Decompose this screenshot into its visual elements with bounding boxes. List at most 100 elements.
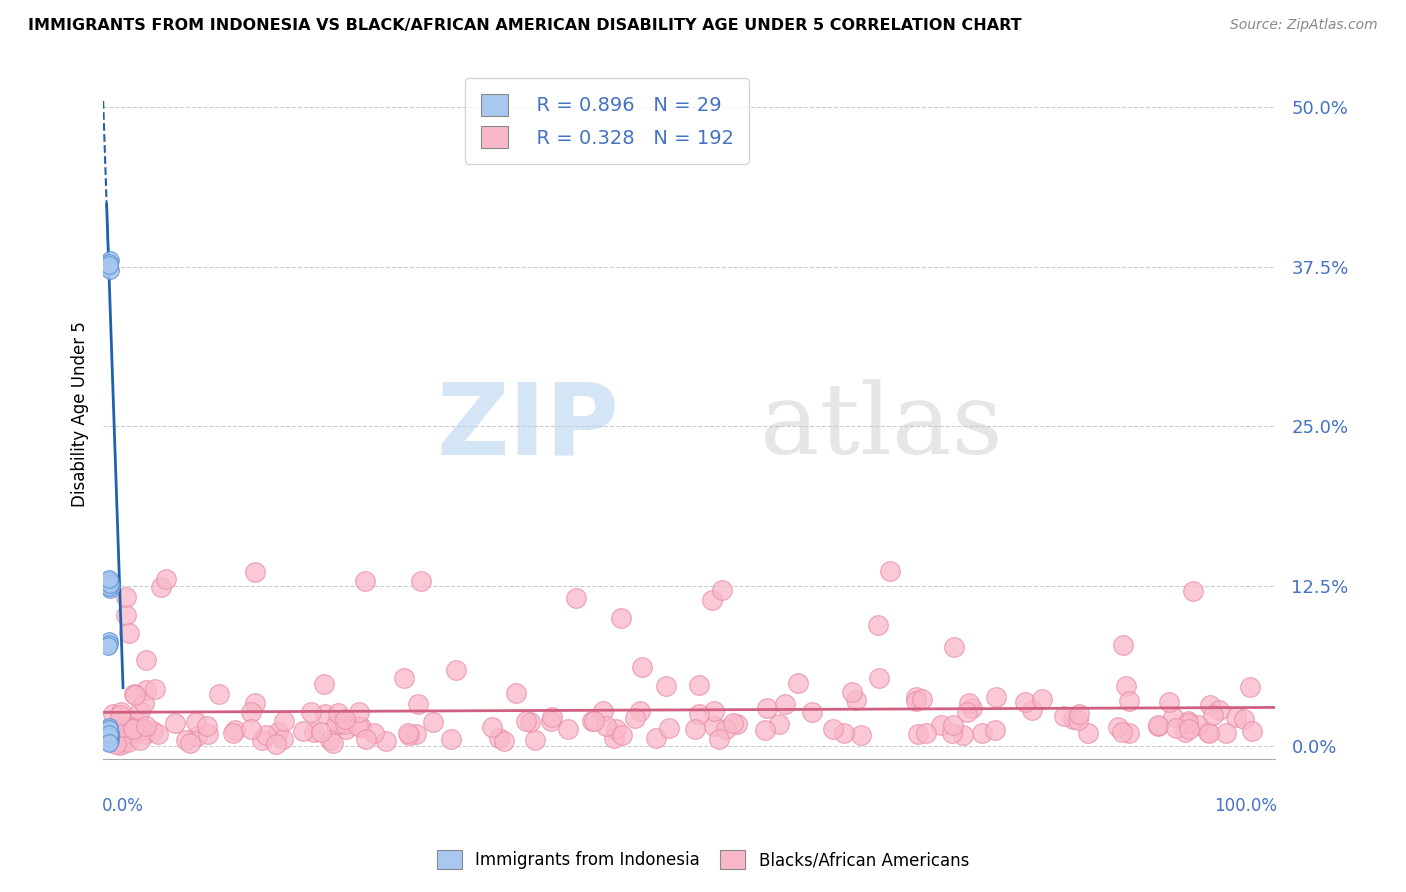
Point	[239, 722, 262, 736]
Point	[117, 735, 139, 749]
Point	[444, 663, 467, 677]
Point	[124, 721, 146, 735]
Point	[624, 711, 647, 725]
Point	[1215, 726, 1237, 740]
Point	[540, 714, 562, 729]
Point	[768, 717, 790, 731]
Point	[823, 722, 845, 736]
Point	[1107, 720, 1129, 734]
Point	[145, 681, 167, 696]
Point	[1208, 703, 1230, 717]
Point	[1014, 695, 1036, 709]
Point	[564, 591, 586, 605]
Point	[97, 727, 120, 741]
Point	[110, 738, 132, 752]
Point	[97, 634, 120, 648]
Point	[583, 714, 606, 729]
Text: Source: ZipAtlas.com: Source: ZipAtlas.com	[1230, 18, 1378, 32]
Point	[907, 727, 929, 741]
Point	[942, 640, 965, 655]
Point	[519, 715, 541, 730]
Point	[1240, 723, 1263, 738]
Point	[1053, 708, 1076, 723]
Point	[142, 724, 165, 739]
Point	[292, 724, 315, 739]
Point	[98, 734, 121, 748]
Point	[439, 732, 461, 747]
Point	[1021, 703, 1043, 717]
Point	[610, 610, 633, 624]
Text: IMMIGRANTS FROM INDONESIA VS BLACK/AFRICAN AMERICAN DISABILITY AGE UNDER 5 CORRE: IMMIGRANTS FROM INDONESIA VS BLACK/AFRIC…	[28, 18, 1022, 33]
Point	[505, 686, 527, 700]
Point	[524, 733, 547, 747]
Point	[1174, 725, 1197, 739]
Point	[267, 724, 290, 739]
Point	[905, 694, 928, 708]
Point	[97, 736, 120, 750]
Point	[98, 576, 121, 591]
Point	[115, 608, 138, 623]
Point	[97, 572, 120, 586]
Point	[411, 574, 433, 588]
Point	[103, 707, 125, 722]
Point	[98, 578, 121, 592]
Point	[905, 690, 928, 705]
Point	[333, 712, 356, 726]
Point	[688, 706, 710, 721]
Point	[98, 581, 121, 595]
Text: ZIP: ZIP	[436, 379, 619, 476]
Point	[124, 689, 146, 703]
Point	[1198, 725, 1220, 739]
Point	[97, 731, 120, 746]
Point	[1118, 726, 1140, 740]
Point	[222, 726, 245, 740]
Point	[97, 732, 120, 747]
Point	[100, 579, 122, 593]
Point	[299, 705, 322, 719]
Point	[111, 720, 134, 734]
Point	[557, 722, 579, 736]
Point	[610, 728, 633, 742]
Point	[1146, 719, 1168, 733]
Point	[264, 737, 287, 751]
Point	[374, 734, 396, 748]
Point	[129, 733, 152, 747]
Point	[224, 723, 246, 737]
Point	[1178, 723, 1201, 737]
Point	[97, 723, 120, 738]
Point	[1177, 715, 1199, 730]
Point	[121, 722, 143, 736]
Point	[333, 717, 356, 731]
Point	[350, 720, 373, 734]
Point	[98, 582, 121, 596]
Point	[330, 716, 353, 731]
Point	[910, 692, 932, 706]
Point	[714, 722, 737, 736]
Point	[363, 725, 385, 739]
Point	[685, 722, 707, 736]
Point	[184, 715, 207, 730]
Point	[494, 734, 516, 748]
Point	[725, 717, 748, 731]
Point	[98, 637, 121, 651]
Point	[325, 718, 347, 732]
Legend: Immigrants from Indonesia, Blacks/African Americans: Immigrants from Indonesia, Blacks/Africa…	[427, 840, 979, 880]
Point	[1146, 717, 1168, 731]
Point	[422, 715, 444, 730]
Point	[515, 714, 537, 728]
Point	[273, 714, 295, 729]
Point	[135, 682, 157, 697]
Point	[134, 727, 156, 741]
Point	[98, 256, 121, 270]
Point	[149, 580, 172, 594]
Point	[98, 573, 121, 587]
Point	[941, 726, 963, 740]
Point	[117, 720, 139, 734]
Point	[700, 593, 723, 607]
Point	[1077, 726, 1099, 740]
Point	[972, 726, 994, 740]
Point	[849, 728, 872, 742]
Point	[754, 723, 776, 737]
Point	[1112, 639, 1135, 653]
Point	[709, 731, 731, 746]
